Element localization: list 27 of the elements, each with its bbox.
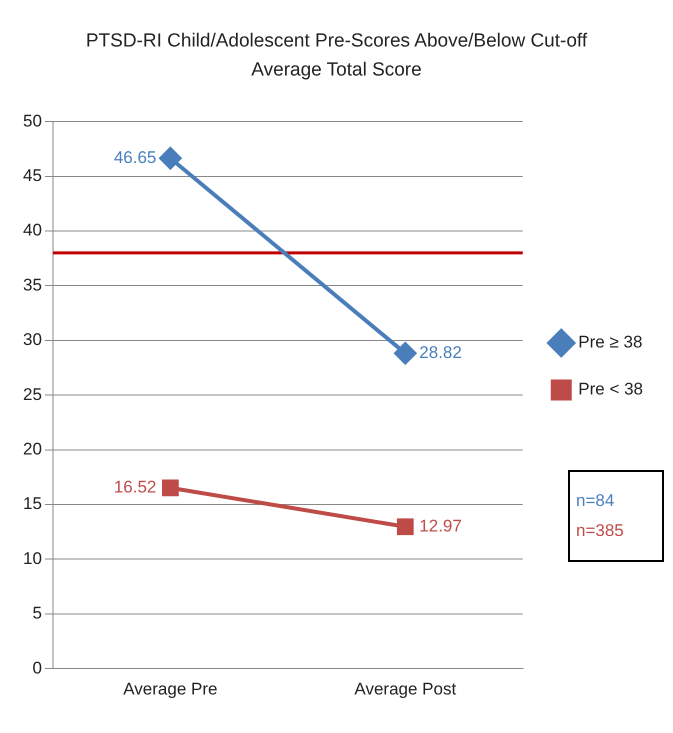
y-tick-label: 45 — [22, 166, 42, 185]
data-label: 46.65 — [114, 148, 156, 167]
y-tick-label: 40 — [22, 220, 42, 240]
y-tick-label: 5 — [32, 604, 42, 623]
data-label: 12.97 — [419, 516, 462, 536]
y-tick-label: 10 — [22, 548, 42, 568]
y-tick-label: 0 — [32, 658, 42, 678]
point — [162, 480, 179, 496]
y-tick-label: 50 — [22, 111, 42, 130]
point — [396, 518, 414, 536]
chart-subtitle: Average Total Score — [251, 59, 422, 80]
y-tick-label: 35 — [22, 275, 42, 294]
point — [394, 342, 416, 364]
text: n=385 — [576, 520, 625, 542]
legend-label: Pre ≥ 38 — [578, 332, 642, 352]
y-tick-label: 20 — [22, 439, 42, 458]
y-tick-label: 25 — [22, 384, 42, 404]
y-tick-label: 30 — [22, 330, 42, 350]
x-tick-label: Average Pre — [123, 679, 218, 698]
chart-title: PTSD-RI Child/Adolescent Pre-Scores Above/Below Cut-off — [86, 30, 588, 52]
text: n=84 — [576, 490, 616, 512]
data-label: 16.52 — [114, 478, 156, 497]
legend-label: Pre < 38 — [578, 380, 644, 399]
data-label: 28.82 — [419, 342, 462, 362]
y-tick-label: 15 — [22, 494, 42, 514]
point — [159, 147, 182, 170]
x-tick-label: Average Post — [354, 679, 456, 698]
